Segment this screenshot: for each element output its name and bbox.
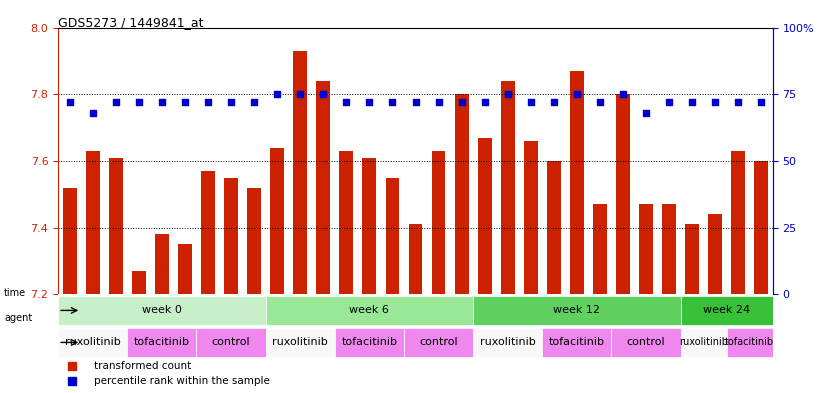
Text: week 12: week 12 bbox=[553, 305, 600, 316]
Bar bbox=[63, 187, 76, 294]
Bar bbox=[616, 94, 630, 294]
Bar bbox=[178, 244, 192, 294]
FancyBboxPatch shape bbox=[127, 328, 196, 357]
Point bbox=[639, 110, 652, 116]
Point bbox=[478, 99, 491, 105]
Bar bbox=[731, 151, 745, 294]
Point bbox=[409, 99, 422, 105]
Text: ruxolitinib: ruxolitinib bbox=[479, 338, 536, 347]
Bar bbox=[270, 148, 284, 294]
Point bbox=[132, 99, 145, 105]
Point bbox=[86, 110, 100, 116]
Point bbox=[455, 99, 468, 105]
Text: GDS5273 / 1449841_at: GDS5273 / 1449841_at bbox=[58, 16, 204, 29]
Bar bbox=[109, 158, 123, 294]
Bar bbox=[155, 234, 169, 294]
Bar bbox=[247, 187, 261, 294]
Point bbox=[593, 99, 607, 105]
FancyBboxPatch shape bbox=[681, 328, 727, 357]
Text: control: control bbox=[627, 338, 666, 347]
Text: control: control bbox=[212, 338, 250, 347]
FancyBboxPatch shape bbox=[404, 328, 473, 357]
Text: tofacitinib: tofacitinib bbox=[548, 338, 605, 347]
FancyBboxPatch shape bbox=[58, 328, 127, 357]
Bar bbox=[86, 151, 100, 294]
Bar bbox=[524, 141, 538, 294]
FancyBboxPatch shape bbox=[681, 296, 773, 325]
Bar bbox=[662, 204, 676, 294]
Point bbox=[109, 99, 122, 105]
FancyBboxPatch shape bbox=[196, 328, 266, 357]
Text: time: time bbox=[4, 288, 27, 298]
Text: tofacitinib: tofacitinib bbox=[725, 338, 774, 347]
Text: week 6: week 6 bbox=[350, 305, 390, 316]
Bar bbox=[201, 171, 215, 294]
Bar bbox=[339, 151, 353, 294]
Point bbox=[248, 99, 261, 105]
Bar bbox=[362, 158, 376, 294]
Bar bbox=[686, 224, 699, 294]
Point bbox=[662, 99, 676, 105]
Text: ruxolitinib: ruxolitinib bbox=[273, 338, 328, 347]
Point bbox=[570, 91, 583, 97]
Bar bbox=[755, 161, 768, 294]
Bar bbox=[293, 51, 307, 294]
Text: agent: agent bbox=[4, 313, 32, 323]
Bar bbox=[547, 161, 561, 294]
Point bbox=[755, 99, 768, 105]
Point bbox=[731, 99, 745, 105]
Bar bbox=[386, 178, 400, 294]
FancyBboxPatch shape bbox=[58, 296, 266, 325]
Text: ruxolitinib: ruxolitinib bbox=[679, 338, 728, 347]
Text: tofacitinib: tofacitinib bbox=[134, 338, 190, 347]
Point bbox=[686, 99, 699, 105]
Point bbox=[340, 99, 353, 105]
Point bbox=[63, 99, 76, 105]
Point bbox=[617, 91, 630, 97]
Bar bbox=[431, 151, 445, 294]
Point bbox=[317, 91, 330, 97]
Point bbox=[501, 91, 514, 97]
Bar bbox=[132, 271, 145, 294]
Point bbox=[363, 99, 376, 105]
Text: percentile rank within the sample: percentile rank within the sample bbox=[94, 376, 270, 386]
Bar bbox=[224, 178, 238, 294]
Bar bbox=[317, 81, 330, 294]
Bar bbox=[570, 71, 584, 294]
Point bbox=[271, 91, 284, 97]
FancyBboxPatch shape bbox=[727, 328, 773, 357]
FancyBboxPatch shape bbox=[266, 328, 335, 357]
Text: week 0: week 0 bbox=[142, 305, 182, 316]
FancyBboxPatch shape bbox=[612, 328, 681, 357]
Point bbox=[547, 99, 560, 105]
Bar bbox=[593, 204, 607, 294]
Point bbox=[293, 91, 307, 97]
Point bbox=[179, 99, 192, 105]
Point bbox=[432, 99, 445, 105]
Text: control: control bbox=[420, 338, 458, 347]
Point bbox=[224, 99, 238, 105]
Text: ruxolitinib: ruxolitinib bbox=[65, 338, 120, 347]
Bar bbox=[409, 224, 422, 294]
Bar bbox=[501, 81, 514, 294]
FancyBboxPatch shape bbox=[543, 328, 612, 357]
FancyBboxPatch shape bbox=[473, 296, 681, 325]
Text: week 24: week 24 bbox=[703, 305, 750, 316]
FancyBboxPatch shape bbox=[473, 328, 543, 357]
FancyBboxPatch shape bbox=[266, 296, 473, 325]
Point bbox=[709, 99, 722, 105]
Point bbox=[386, 99, 399, 105]
Point bbox=[201, 99, 214, 105]
Point bbox=[524, 99, 538, 105]
FancyBboxPatch shape bbox=[335, 328, 404, 357]
Bar bbox=[478, 138, 492, 294]
Text: transformed count: transformed count bbox=[94, 362, 191, 371]
Text: tofacitinib: tofacitinib bbox=[342, 338, 397, 347]
Bar bbox=[455, 94, 469, 294]
Bar bbox=[708, 214, 722, 294]
Point bbox=[155, 99, 169, 105]
Bar bbox=[639, 204, 653, 294]
